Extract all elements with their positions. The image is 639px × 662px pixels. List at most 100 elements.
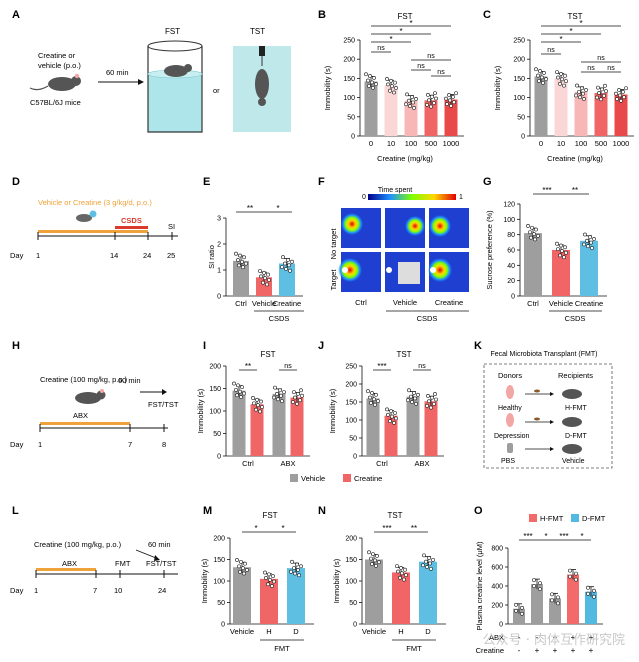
data-point bbox=[425, 565, 429, 569]
mouse-icon bbox=[29, 73, 81, 91]
x-tick-label: Creatine bbox=[273, 299, 301, 308]
abx-sign: + bbox=[553, 633, 558, 642]
data-point bbox=[392, 420, 396, 425]
data-point bbox=[392, 90, 396, 95]
sig-stars: *** bbox=[382, 524, 391, 533]
data-point bbox=[619, 98, 623, 103]
data-point bbox=[407, 388, 411, 393]
data-point bbox=[258, 409, 262, 414]
x-tick-label: Ctrl bbox=[242, 459, 254, 468]
data-point bbox=[574, 577, 578, 582]
y-tick-label: 200 bbox=[345, 382, 357, 389]
data-point bbox=[267, 278, 271, 282]
data-point bbox=[235, 558, 239, 562]
data-point bbox=[434, 397, 438, 402]
data-point bbox=[528, 230, 532, 235]
data-point bbox=[414, 401, 418, 406]
data-point bbox=[263, 276, 267, 281]
o-abx-label: ABX bbox=[489, 633, 504, 642]
y-axis-label: Sucrose preference (%) bbox=[485, 210, 494, 290]
data-point bbox=[556, 247, 560, 252]
f-cat-label: Ctrl bbox=[355, 298, 367, 307]
panel-label-e: E bbox=[203, 176, 210, 188]
data-point bbox=[412, 391, 416, 395]
panel-b: B FST 0 50 100 150 200 250 Immobility (s) 0 10 10… bbox=[318, 9, 464, 163]
d-treatment-bar bbox=[38, 230, 148, 233]
data-point bbox=[260, 405, 264, 409]
f-target-label: Target bbox=[329, 269, 338, 291]
data-point bbox=[589, 240, 593, 245]
legend-ij: Vehicle Creatine bbox=[290, 474, 382, 483]
data-point bbox=[404, 102, 408, 107]
panel-label-m: M bbox=[203, 505, 212, 517]
y-tick-label: 100 bbox=[513, 95, 525, 102]
data-point bbox=[386, 82, 390, 87]
panel-label-c: C bbox=[483, 9, 491, 21]
bar bbox=[580, 240, 598, 296]
bar bbox=[419, 561, 437, 624]
data-point bbox=[530, 225, 534, 230]
data-point bbox=[622, 95, 626, 100]
data-point bbox=[568, 568, 572, 573]
data-point bbox=[372, 397, 376, 402]
bar bbox=[554, 78, 568, 136]
y-tick-label: 0 bbox=[217, 454, 221, 461]
data-point bbox=[597, 91, 601, 95]
data-point bbox=[560, 77, 564, 82]
data-point bbox=[596, 85, 600, 90]
data-point bbox=[282, 390, 286, 395]
data-point bbox=[283, 261, 287, 266]
data-point bbox=[242, 391, 246, 396]
y-tick-label: 100 bbox=[345, 418, 357, 425]
data-point bbox=[376, 399, 380, 404]
x-tick-label: Vehicle bbox=[230, 627, 254, 636]
data-point bbox=[451, 94, 455, 99]
x-tick-label: Ctrl bbox=[376, 459, 388, 468]
data-point bbox=[243, 561, 247, 566]
data-point bbox=[389, 409, 393, 414]
l-fmt-label: FMT bbox=[115, 559, 131, 568]
data-point bbox=[234, 387, 238, 392]
data-point bbox=[592, 594, 596, 599]
f-time-spent: Time spent bbox=[378, 187, 412, 194]
data-point bbox=[427, 556, 431, 560]
y-axis-label: Immobility (s) bbox=[196, 388, 205, 433]
panel-j: J TST 0 50 100 150 200 250 Immobility (s) Ctrl A… bbox=[318, 340, 444, 468]
panel-label-f: F bbox=[318, 176, 325, 188]
d-day-label: Day bbox=[10, 251, 24, 260]
chart-i-title: FST bbox=[260, 350, 275, 359]
data-point bbox=[536, 233, 540, 238]
d-tick: 25 bbox=[167, 251, 175, 260]
legend-swatch-creatine bbox=[343, 474, 351, 482]
mouse-icon bbox=[76, 210, 97, 222]
x-tick-label: Ctrl bbox=[235, 299, 247, 308]
y-tick-label: 0 bbox=[351, 134, 355, 141]
data-point bbox=[369, 556, 373, 561]
data-point bbox=[586, 244, 590, 249]
y-axis-label: SI ratio bbox=[207, 245, 216, 269]
data-point bbox=[411, 100, 415, 105]
data-point bbox=[562, 83, 566, 88]
data-point bbox=[256, 403, 260, 408]
data-point bbox=[400, 571, 404, 576]
y-tick-label: 150 bbox=[209, 386, 221, 393]
data-point bbox=[299, 388, 303, 393]
panel-d: D Vehicle or Creatine (3 g/kg/d, p.o.) C… bbox=[10, 176, 178, 260]
x-tick-label: Vehicle bbox=[252, 299, 276, 308]
data-point bbox=[537, 79, 541, 83]
sig-stars: ** bbox=[572, 186, 578, 195]
data-point bbox=[432, 101, 436, 105]
h-abx-label: ABX bbox=[73, 411, 88, 420]
bar bbox=[250, 404, 264, 456]
data-point bbox=[421, 563, 425, 568]
sig-stars: *** bbox=[377, 362, 386, 371]
data-point bbox=[264, 576, 268, 580]
n-fmt-label: FMT bbox=[406, 644, 422, 653]
chart-n: 0 50 100 150 200 Immobility (s) Vehicle H D bbox=[332, 536, 446, 636]
sig-ns: ns bbox=[437, 69, 445, 76]
y-tick-label: 200 bbox=[343, 57, 355, 64]
data-point bbox=[562, 255, 566, 260]
a-vehicle-label: vehicle (p.o.) bbox=[38, 61, 81, 70]
data-point bbox=[410, 95, 414, 99]
bar bbox=[531, 584, 543, 624]
